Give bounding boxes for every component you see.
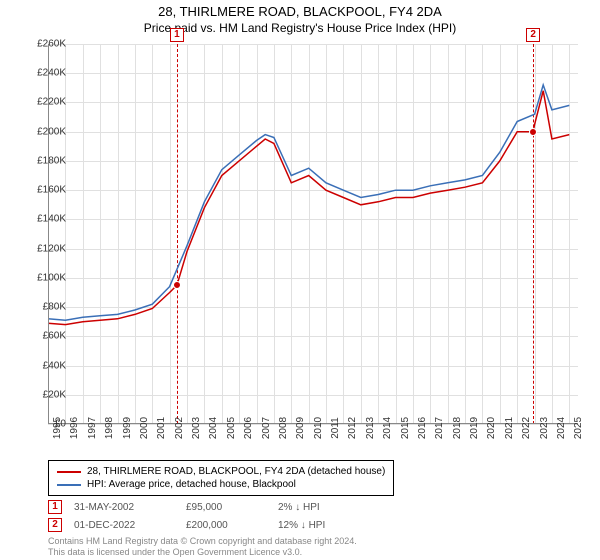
y-tick-label: £80K xyxy=(26,302,66,313)
chart-container: 28, THIRLMERE ROAD, BLACKPOOL, FY4 2DA P… xyxy=(0,0,600,560)
y-tick-label: £160K xyxy=(26,185,66,196)
x-tick-label: 1995 xyxy=(52,417,63,439)
x-tick-label: 2006 xyxy=(243,417,254,439)
sale-delta: 12% ↓ HPI xyxy=(278,520,378,531)
x-tick-label: 2002 xyxy=(174,417,185,439)
x-tick-label: 2010 xyxy=(313,417,324,439)
y-tick-label: £40K xyxy=(26,360,66,371)
legend-item: HPI: Average price, detached house, Blac… xyxy=(57,478,385,491)
chart-subtitle: Price paid vs. HM Land Registry's House … xyxy=(0,19,600,35)
legend-label: 28, THIRLMERE ROAD, BLACKPOOL, FY4 2DA (… xyxy=(87,466,385,477)
x-tick-label: 2020 xyxy=(486,417,497,439)
y-tick-label: £140K xyxy=(26,214,66,225)
x-tick-label: 2007 xyxy=(261,417,272,439)
sale-price: £95,000 xyxy=(186,502,266,513)
x-tick-label: 2012 xyxy=(347,417,358,439)
x-tick-label: 2013 xyxy=(365,417,376,439)
x-tick-label: 2019 xyxy=(469,417,480,439)
x-tick-label: 2016 xyxy=(417,417,428,439)
x-tick-label: 2008 xyxy=(278,417,289,439)
sale-date: 01-DEC-2022 xyxy=(74,520,174,531)
series-line-property xyxy=(48,91,569,325)
x-tick-label: 2021 xyxy=(504,417,515,439)
x-tick-label: 2005 xyxy=(226,417,237,439)
sale-row: 1 31-MAY-2002 £95,000 2% ↓ HPI xyxy=(48,500,378,514)
x-tick-label: 2023 xyxy=(539,417,550,439)
footer-line-2: This data is licensed under the Open Gov… xyxy=(48,547,357,558)
x-tick-label: 2025 xyxy=(573,417,584,439)
y-tick-label: £240K xyxy=(26,68,66,79)
chart-title: 28, THIRLMERE ROAD, BLACKPOOL, FY4 2DA xyxy=(0,0,600,19)
sale-delta: 2% ↓ HPI xyxy=(278,502,378,513)
x-tick-label: 2015 xyxy=(400,417,411,439)
x-tick-label: 2004 xyxy=(208,417,219,439)
line-series xyxy=(48,44,578,424)
y-tick-label: £20K xyxy=(26,389,66,400)
x-tick-label: 2003 xyxy=(191,417,202,439)
x-tick-label: 1999 xyxy=(122,417,133,439)
footer-line-1: Contains HM Land Registry data © Crown c… xyxy=(48,536,357,547)
sale-marker-box: 2 xyxy=(48,518,62,532)
x-tick-label: 2009 xyxy=(295,417,306,439)
sale-point xyxy=(529,128,537,136)
marker-box: 2 xyxy=(526,28,540,42)
x-tick-label: 2024 xyxy=(556,417,567,439)
sale-point xyxy=(173,281,181,289)
footer-attribution: Contains HM Land Registry data © Crown c… xyxy=(48,536,357,558)
x-tick-label: 2001 xyxy=(156,417,167,439)
sale-date: 31-MAY-2002 xyxy=(74,502,174,513)
x-tick-label: 2018 xyxy=(452,417,463,439)
legend-swatch xyxy=(57,471,81,473)
y-tick-label: £120K xyxy=(26,243,66,254)
x-tick-label: 2014 xyxy=(382,417,393,439)
legend: 28, THIRLMERE ROAD, BLACKPOOL, FY4 2DA (… xyxy=(48,460,394,496)
y-tick-label: £260K xyxy=(26,39,66,50)
plot-area xyxy=(48,44,578,424)
y-tick-label: £180K xyxy=(26,155,66,166)
legend-swatch xyxy=(57,484,81,486)
marker-box: 1 xyxy=(170,28,184,42)
x-tick-label: 1997 xyxy=(87,417,98,439)
sale-price: £200,000 xyxy=(186,520,266,531)
x-tick-label: 1998 xyxy=(104,417,115,439)
x-tick-label: 2017 xyxy=(434,417,445,439)
y-tick-label: £200K xyxy=(26,126,66,137)
x-tick-label: 1996 xyxy=(69,417,80,439)
x-tick-label: 2022 xyxy=(521,417,532,439)
x-tick-label: 2011 xyxy=(330,417,341,439)
y-tick-label: £220K xyxy=(26,97,66,108)
y-tick-label: £60K xyxy=(26,331,66,342)
series-line-hpi xyxy=(48,85,569,320)
y-tick-label: £100K xyxy=(26,272,66,283)
x-tick-label: 2000 xyxy=(139,417,150,439)
legend-item: 28, THIRLMERE ROAD, BLACKPOOL, FY4 2DA (… xyxy=(57,465,385,478)
sale-marker-box: 1 xyxy=(48,500,62,514)
sale-row: 2 01-DEC-2022 £200,000 12% ↓ HPI xyxy=(48,518,378,532)
legend-label: HPI: Average price, detached house, Blac… xyxy=(87,479,296,490)
